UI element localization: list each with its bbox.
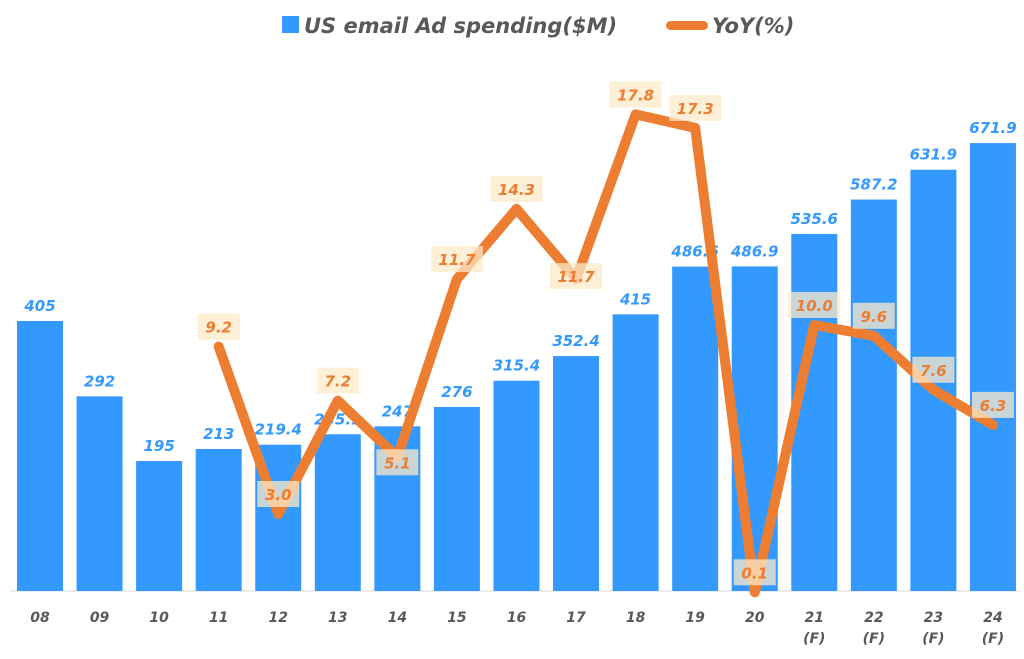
line-label-box [490,175,543,202]
bar-value-label: 292 [84,372,115,390]
x-tick-label: 10 [149,610,169,626]
line-value-label: 14.3 [498,181,535,199]
x-tick-label: 22 [864,610,883,626]
line-label-box [376,449,419,476]
line-label-box [197,313,240,340]
bar [136,461,183,591]
line-value-label: 10.0 [796,297,833,315]
bar-value-label: 535.6 [791,210,838,228]
bar [850,199,897,592]
bar [314,434,361,591]
line-label-box [669,94,722,121]
x-tick-label: 18 [626,610,646,626]
line-value-label: 17.8 [617,86,654,104]
x-tick-label: 13 [328,610,347,626]
line-label-box [852,302,895,329]
bar-value-label: 587.2 [850,176,897,194]
bar-value-label: 247 [382,402,414,420]
x-tick-label: (F) [863,631,885,647]
bar [612,314,659,591]
line-value-label: 5.1 [384,454,411,472]
legend: US email Ad spending($M) YoY(%) [282,14,794,38]
line-value-label: 17.3 [677,100,714,118]
bar-value-label: 405 [23,297,55,315]
line-label-box [912,356,955,383]
bar-value-label: 219.4 [255,421,302,439]
line-value-label: 9.2 [205,319,232,337]
bar-value-label: 315.4 [493,357,540,375]
bar [433,407,480,591]
bar-value-label: 486.9 [730,242,778,260]
bar-value-label: 415 [619,290,651,308]
bar-value-label: 213 [203,425,234,443]
x-tick-label: (F) [982,631,1004,647]
bar-value-label: 671.9 [969,119,1016,137]
bar [17,321,63,591]
x-tick-label: 20 [745,610,765,626]
x-tick-label: 12 [268,610,287,626]
line-value-label: 0.1 [741,564,768,582]
bar-value-label: 352.4 [552,332,599,350]
line-value-label: 6.3 [980,397,1007,415]
line-label-box [550,263,603,290]
legend-swatch-bar [282,16,299,33]
line-value-label: 11.7 [438,251,476,269]
legend-label-line: YoY(%) [712,14,794,38]
x-tick-label: (F) [922,631,944,647]
x-tick-label: 24 [983,610,1002,626]
line-value-label: 7.6 [920,362,947,380]
line-value-label: 11.7 [558,268,596,286]
bar-value-label: 631.9 [910,146,957,164]
x-tick-label: 15 [447,610,467,626]
bar-value-label: 195 [143,437,174,455]
yoy-line [213,109,998,598]
x-tick-label: (F) [803,631,825,647]
line-value-label: 9.6 [861,308,888,326]
line-label-box [788,292,841,318]
bar [969,143,1016,592]
x-tick-label: 11 [209,610,228,626]
bar-value-label: 276 [441,383,472,401]
x-tick-label: 16 [507,610,527,626]
x-tick-label: 23 [924,610,943,626]
line-label-box [257,481,300,507]
line-label-box [609,81,662,108]
line-label-box [430,246,483,273]
x-tick-label: 08 [30,610,50,626]
x-tick-label: 21 [805,610,824,626]
x-tick-label: 09 [90,610,110,626]
bar [553,356,600,591]
legend-label-bar: US email Ad spending($M) [304,14,617,38]
bar [493,380,540,591]
line-label-box [316,367,359,394]
legend-swatch-line [666,21,708,30]
line-value-label: 7.2 [325,373,352,391]
line-label-box [971,391,1014,418]
bar [195,449,242,591]
line-label-box [733,559,776,586]
bar [76,396,123,591]
x-tick-label: 19 [685,610,705,626]
x-tick-label: 17 [566,610,586,626]
line-value-label: 3.0 [265,486,292,504]
bar [672,266,719,591]
x-tick-label: 14 [388,610,407,626]
